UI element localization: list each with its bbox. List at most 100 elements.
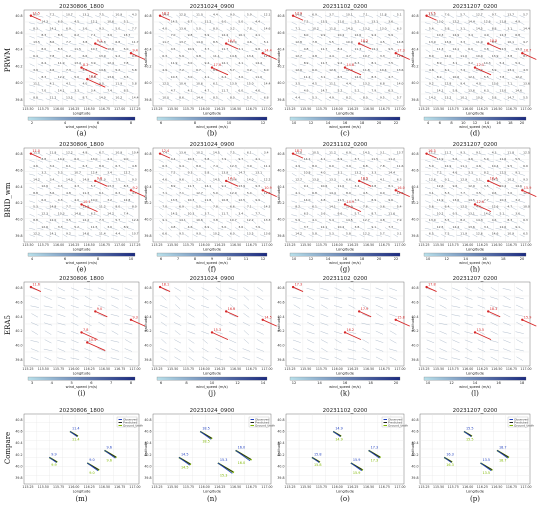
wind-arrow [174, 356, 181, 361]
wind-value: 10.9 [115, 150, 122, 154]
wind-arrow [448, 193, 455, 197]
wind-arrow [159, 220, 164, 224]
wind-arrow [359, 98, 365, 101]
x-tick-label: 116.50 [491, 367, 502, 371]
wind-value: 6.0 [41, 198, 46, 202]
wind-arrow [45, 153, 52, 156]
wind-arrow [342, 207, 348, 210]
wind-value: 12.4 [230, 177, 237, 181]
wind-value: 4.1 [238, 61, 243, 65]
wind-arrow [54, 91, 60, 95]
wind-arrow [37, 173, 43, 177]
wind-value: 5.9 [179, 54, 184, 58]
compare-label: 15.3 [220, 458, 228, 462]
highlight-label: 14.4 [264, 49, 272, 53]
highlight-arrow [358, 180, 372, 187]
y-tick-label: 40.2 [277, 329, 284, 333]
wind-arrow [158, 166, 165, 170]
y-tick-label: 39.8 [144, 476, 151, 480]
wind-arrow [299, 70, 306, 73]
wind-arrow [175, 180, 181, 183]
wind-arrow [367, 160, 374, 163]
wind-value: 9.5 [388, 47, 393, 51]
wind-arrow [515, 296, 524, 300]
wind-arrow [464, 49, 470, 53]
wind-arrow [342, 153, 348, 156]
colorbar-tick: 12 [261, 257, 266, 261]
wind-value: 3.5 [484, 184, 489, 188]
x-tick-label: 117.00 [129, 367, 140, 371]
wind-arrow [243, 159, 249, 163]
wind-arrow [188, 287, 195, 292]
wind-arrow [70, 213, 76, 217]
wind-arrow [243, 206, 248, 211]
wind-arrow [511, 22, 518, 25]
wind-arrow [175, 173, 181, 177]
wind-arrow [119, 29, 126, 32]
wind-arrow [159, 77, 164, 81]
wind-arrow [54, 234, 60, 238]
wind-arrow [86, 63, 93, 66]
wind-arrow [70, 331, 79, 335]
wind-arrow [70, 180, 76, 183]
y-tick-label: 40.0 [144, 218, 151, 222]
wind-arrow [464, 64, 471, 66]
wind-value: 7.3 [388, 225, 393, 229]
wind-arrow [243, 98, 249, 101]
x-tick-label: 116.50 [84, 107, 95, 111]
wind-arrow [86, 84, 93, 87]
wind-arrow [440, 173, 447, 177]
wind-arrow [112, 56, 117, 60]
wind-arrow [472, 220, 478, 224]
wind-arrow [472, 234, 478, 238]
wind-arrow [29, 36, 35, 39]
wind-arrow [480, 186, 486, 190]
x-tick-label: 116.50 [230, 107, 241, 111]
wind-arrow [37, 187, 44, 190]
wind-arrow [291, 49, 297, 53]
wind-value: 12.6 [429, 177, 436, 181]
colorbar-tick: 14 [261, 381, 266, 385]
wind-arrow [333, 15, 340, 18]
wind-arrow [472, 50, 478, 53]
wind-value: 9.3 [99, 26, 104, 30]
wind-arrow [361, 331, 370, 334]
wind-arrow [495, 173, 502, 176]
panel-title: 20230806_1800 [59, 276, 104, 282]
highlight-point [343, 331, 347, 334]
wind-arrow [260, 152, 265, 157]
observed-arrow [199, 431, 212, 440]
observed-arrow [443, 457, 452, 463]
x-tick-label: 115.75 [448, 367, 459, 371]
wind-arrow [260, 21, 266, 25]
wind-arrow [78, 50, 85, 53]
wind-value: 3.6 [515, 211, 520, 215]
wind-arrow [259, 234, 266, 237]
x-tick-label: 116.25 [477, 107, 488, 111]
wind-value: 8.2 [437, 75, 442, 79]
wind-arrow [464, 220, 470, 224]
wind-arrow [226, 49, 232, 53]
wind-value: 4.6 [162, 177, 167, 181]
wind-value: 11.7 [321, 61, 328, 65]
highlight-label: 17.9 [295, 11, 303, 15]
wind-arrow [215, 347, 223, 353]
wind-arrow [511, 63, 518, 67]
wind-arrow [393, 159, 399, 163]
wind-arrow [200, 49, 207, 53]
highlight-point [261, 318, 264, 321]
wind-arrow [111, 36, 118, 39]
wind-arrow [308, 70, 314, 74]
wind-value: 14.5 [213, 177, 220, 181]
wind-arrow [308, 187, 315, 190]
wind-arrow [359, 70, 365, 74]
wind-arrow [393, 49, 399, 53]
wind-arrow [487, 173, 494, 176]
wind-arrow [464, 200, 471, 203]
wind-arrow [29, 220, 35, 224]
wind-arrow [167, 166, 173, 170]
highlight-label: 14.5 [264, 315, 272, 319]
highlight-point [521, 189, 524, 192]
wind-arrow [325, 153, 331, 156]
wind-arrow [519, 29, 525, 32]
